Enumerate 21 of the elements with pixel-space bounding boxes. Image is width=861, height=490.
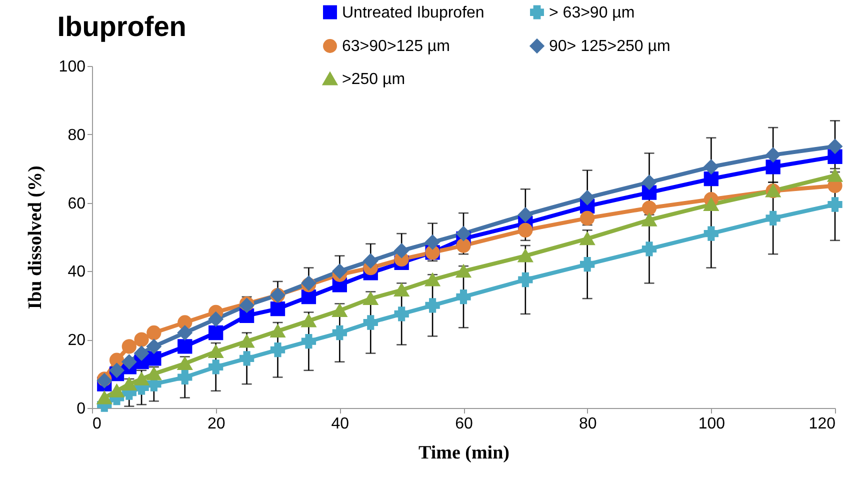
legend-label: 63>90>125 µm bbox=[342, 38, 450, 55]
y-tick-label: 100 bbox=[58, 58, 86, 76]
x-tick-label: 0 bbox=[92, 416, 102, 432]
legend-label: Untreated Ibuprofen bbox=[342, 4, 484, 22]
chart-title: Ibuprofen bbox=[57, 11, 186, 42]
y-tick-label: 0 bbox=[76, 400, 86, 418]
x-tick-label: 20 bbox=[207, 416, 226, 432]
x-tick-label: 80 bbox=[578, 416, 597, 432]
y-axis-title: Ibu dissolved (%) bbox=[24, 166, 46, 310]
y-tick-label: 20 bbox=[68, 332, 86, 350]
legend-label: >250 µm bbox=[342, 71, 406, 88]
legend-label: 90> 125>250 µm bbox=[549, 38, 670, 55]
x-tick-label: 100 bbox=[698, 416, 726, 432]
x-tick-label: 40 bbox=[331, 416, 350, 432]
x-tick-label: 60 bbox=[455, 416, 473, 432]
y-tick-label: 80 bbox=[68, 126, 86, 144]
y-tick-label: 40 bbox=[68, 264, 86, 281]
y-tick-label: 60 bbox=[68, 195, 86, 212]
x-tick-label: 120 bbox=[808, 416, 836, 432]
x-axis-title: Time (min) bbox=[418, 442, 510, 464]
legend-label: > 63>90 µm bbox=[549, 4, 635, 22]
